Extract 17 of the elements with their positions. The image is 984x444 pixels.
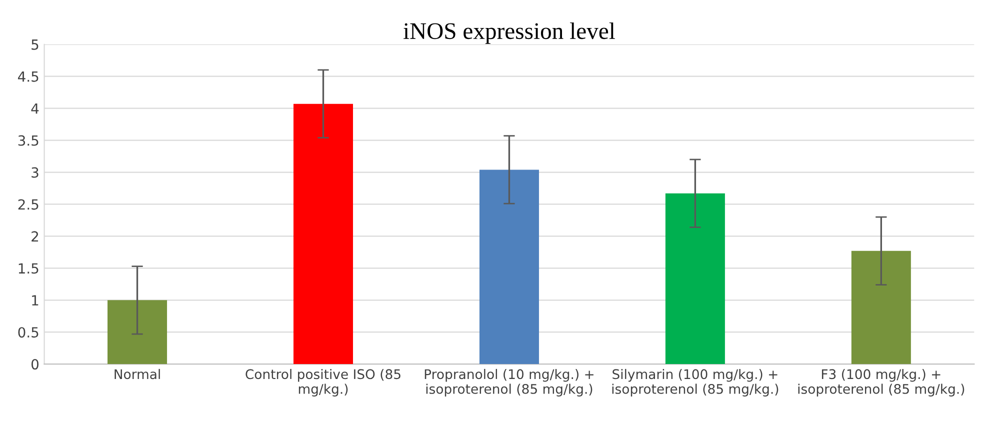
y-tick-label: 0.5	[18, 327, 38, 338]
x-tick-label: Normal	[114, 368, 160, 380]
y-tick-label: 3.5	[18, 135, 38, 146]
y-tick-label: 1.5	[18, 263, 38, 274]
x-tick-label: Silymarin (100 mg/kg.) + isoproterenol (85 mg/kg.)	[612, 368, 778, 396]
y-tick-label: 5	[32, 40, 38, 50]
y-tick-label: 3	[32, 167, 38, 178]
chart-title: iNOS expression level	[403, 22, 615, 44]
x-tick-label: Control positive ISO (85 mg/kg.)	[246, 368, 400, 396]
y-tick-label: 2.5	[18, 199, 38, 210]
x-tick-label: Propranolol (10 mg/kg.) + isoproterenol (85 mg/kg.)	[424, 368, 594, 396]
y-tick-label: 2	[32, 231, 38, 242]
y-tick-label: 0	[32, 359, 38, 370]
y-tick-label: 1	[32, 295, 38, 306]
y-tick-label: 4	[31, 103, 39, 114]
y-tick-label: 4.5	[18, 72, 38, 82]
x-tick-label: F3 (100 mg/kg.) + isoproterenol (85 mg/kg.)	[798, 368, 964, 396]
